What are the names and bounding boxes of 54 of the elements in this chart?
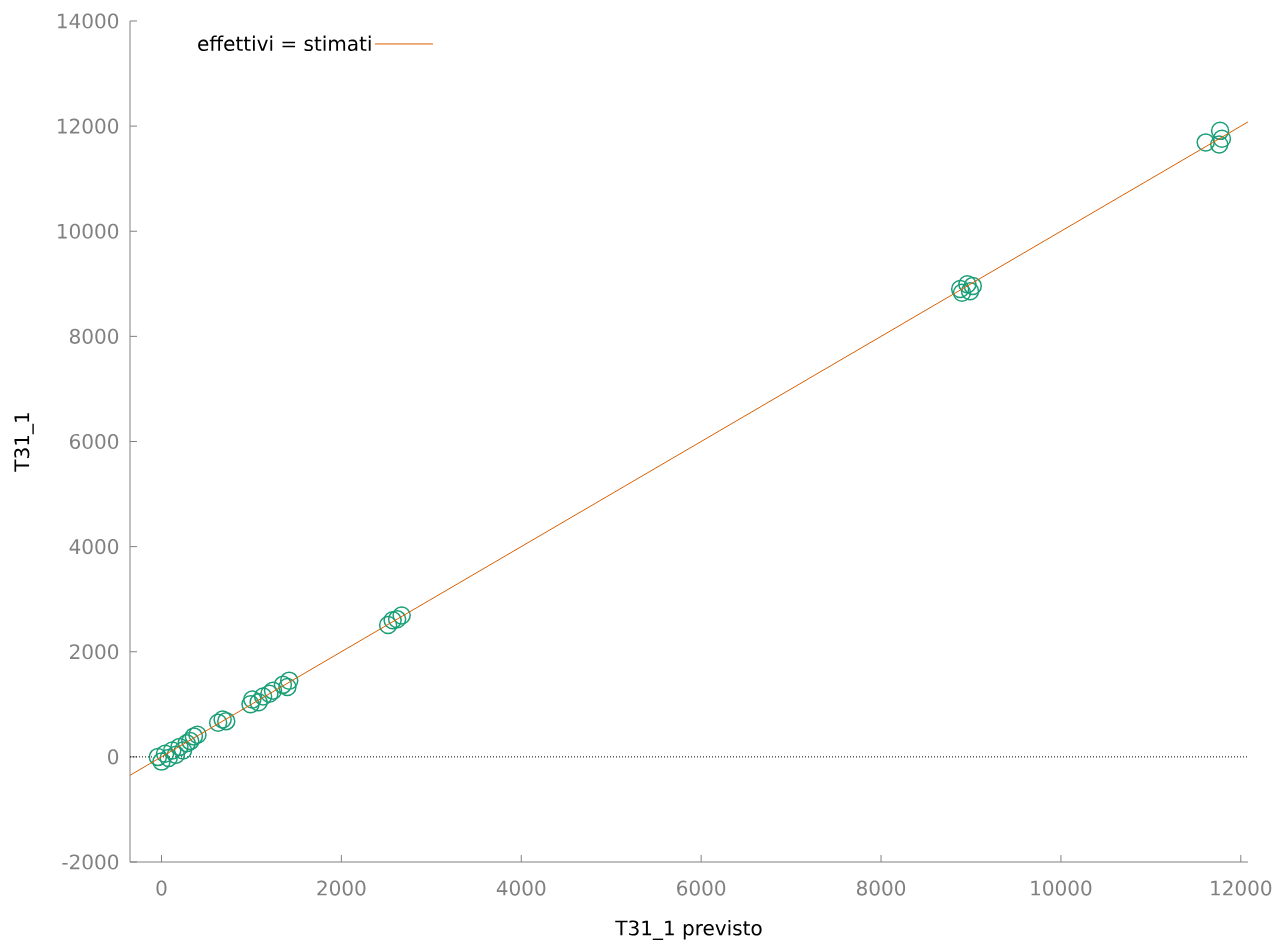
point — [159, 748, 178, 768]
point — [241, 695, 260, 714]
point — [166, 745, 186, 765]
point — [173, 741, 193, 760]
point — [181, 731, 200, 751]
point — [188, 725, 207, 745]
point — [243, 690, 262, 709]
x-tick-label: 2000 — [317, 880, 366, 896]
point — [278, 677, 297, 697]
point — [1209, 135, 1229, 154]
point — [253, 687, 273, 706]
point — [1196, 133, 1215, 152]
y-tick-label: 2000 — [70, 644, 119, 660]
point — [963, 276, 983, 296]
point — [263, 681, 283, 700]
legend-label: effettivi = stimati — [198, 35, 371, 52]
x-tick-label: 6000 — [677, 880, 726, 896]
point — [273, 675, 293, 695]
point — [213, 710, 232, 729]
point — [392, 606, 411, 625]
point — [208, 713, 228, 732]
point — [184, 727, 204, 746]
y-tick-label: 8000 — [69, 328, 119, 344]
point — [383, 610, 402, 630]
point — [148, 747, 168, 767]
point — [163, 741, 182, 760]
y-tick-label: 0 — [108, 749, 119, 765]
point — [216, 711, 236, 731]
point — [1212, 129, 1232, 148]
point — [378, 615, 398, 635]
y-tick-label: 10000 — [58, 223, 119, 239]
point — [960, 281, 980, 301]
x-tick-label: 8000 — [856, 880, 906, 896]
point — [958, 275, 977, 294]
point — [249, 692, 268, 712]
x-tick-label: 4000 — [496, 880, 546, 896]
point — [155, 744, 175, 763]
x-tick-label: 10000 — [1031, 880, 1092, 896]
y-tick-label: 14000 — [58, 13, 119, 29]
point — [387, 609, 407, 629]
y-tick-label: -2000 — [62, 854, 119, 870]
point — [170, 737, 189, 757]
x-tick-label: 12000 — [1211, 880, 1272, 896]
x-tick-label: 0 — [156, 880, 167, 896]
point — [1210, 121, 1230, 141]
point — [260, 684, 279, 704]
y-tick-label: 4000 — [69, 539, 119, 555]
point — [177, 733, 196, 753]
y-tick-label: 12000 — [58, 118, 119, 134]
y-axis-title: T31_1 — [14, 413, 34, 472]
point — [152, 752, 171, 771]
point — [279, 671, 299, 690]
x-axis-title: T31_1 previsto — [615, 920, 762, 940]
y-tick-label: 6000 — [69, 433, 119, 450]
